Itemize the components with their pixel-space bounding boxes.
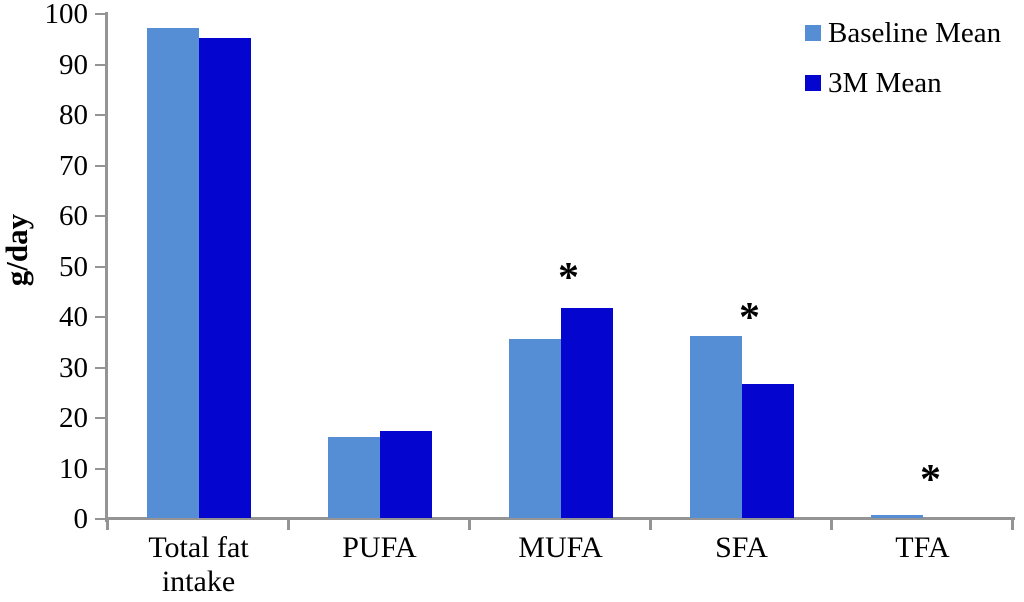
y-axis-tick-10 (95, 467, 106, 470)
x-axis-tick-0 (106, 520, 109, 530)
y-axis-tick-label-90: 90 (59, 48, 88, 81)
y-axis-line (105, 12, 108, 522)
y-axis-tick-100 (95, 13, 106, 15)
legend-swatch-3m-mean (805, 75, 821, 91)
category-label-pufa: PUFA (342, 531, 417, 564)
x-axis-tick-1 (287, 520, 290, 530)
y-axis-tick-0 (95, 518, 106, 520)
category-label-total-fat-intake: Total fat intake (148, 531, 249, 598)
y-axis-tick-label-10: 10 (59, 452, 88, 485)
y-axis-tick-30 (95, 366, 106, 369)
bar-baseline-mean-mufa (508, 338, 561, 518)
y-axis-tick-label-30: 30 (59, 351, 88, 384)
category-label-tfa: TFA (895, 531, 950, 564)
legend-swatch-baseline-mean (805, 25, 821, 41)
legend-label-baseline-mean: Baseline Mean (828, 17, 1002, 49)
legend: Baseline Mean 3M Mean (805, 18, 1001, 118)
y-axis-tick-label-0: 0 (73, 503, 89, 535)
bar-baseline-mean-total-fat-intake (146, 28, 199, 518)
bar-3m-mean-pufa (379, 431, 432, 518)
bar-baseline-mean-sfa (689, 336, 742, 518)
y-axis-tick-label-20: 20 (59, 402, 88, 434)
significance-asterisk-tfa: * (920, 456, 941, 503)
y-axis-tick-40 (95, 316, 106, 318)
y-axis-tick-20 (95, 417, 106, 419)
legend-label-3m-mean: 3M Mean (828, 67, 942, 99)
y-axis-tick-label-100: 100 (44, 0, 89, 30)
x-axis-tick-2 (468, 520, 471, 530)
y-axis-tick-90 (95, 63, 106, 66)
bar-baseline-mean-tfa (870, 515, 923, 518)
y-axis-tick-label-80: 80 (59, 99, 88, 131)
y-axis-tick-label-50: 50 (59, 250, 88, 283)
category-label-mufa: MUFA (518, 531, 603, 564)
bar-3m-mean-mufa (560, 308, 613, 518)
y-axis-tick-label-40: 40 (59, 301, 88, 333)
category-label-sfa: SFA (715, 531, 768, 564)
y-axis-tick-60 (95, 215, 106, 217)
x-axis-tick-3 (649, 520, 652, 530)
y-axis-tick-80 (95, 114, 106, 116)
significance-asterisk-sfa: * (739, 294, 760, 341)
bar-baseline-mean-pufa (327, 437, 380, 518)
significance-asterisk-mufa: * (558, 254, 579, 301)
legend-item-3m-mean: 3M Mean (805, 68, 1001, 98)
y-axis-tick-label-60: 60 (59, 200, 88, 232)
x-axis-tick-4 (830, 520, 833, 530)
y-axis-title: g/day (0, 213, 34, 287)
bar-3m-mean-total-fat-intake (198, 38, 251, 518)
bar-3m-mean-sfa (741, 384, 794, 518)
y-axis-tick-label-70: 70 (59, 149, 88, 182)
y-axis-tick-70 (95, 164, 106, 167)
legend-item-baseline-mean: Baseline Mean (805, 18, 1001, 48)
x-axis-line (105, 517, 1015, 520)
x-axis-tick-5 (1011, 520, 1014, 530)
y-axis-tick-50 (95, 265, 106, 268)
